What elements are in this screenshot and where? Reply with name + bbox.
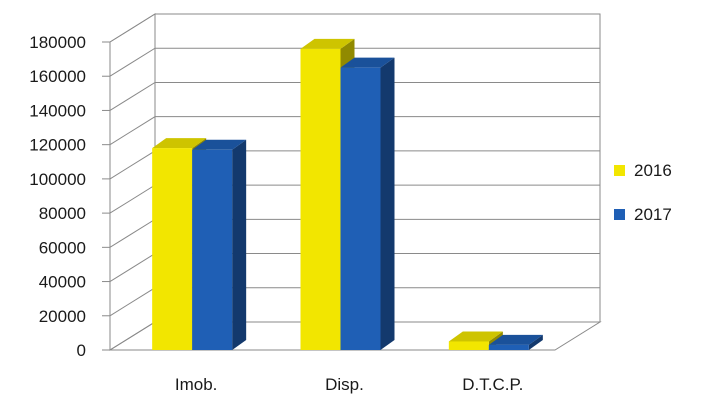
x-category-label: Disp. <box>325 375 364 394</box>
y-tick-label: 180000 <box>29 33 86 52</box>
bar-2017-dtcp <box>488 344 529 350</box>
side-wall <box>109 13 156 351</box>
bar-2016-disp <box>300 48 341 350</box>
x-axis-categories: Imob. Disp. D.T.C.P. <box>175 375 523 394</box>
y-tick-label: 20000 <box>39 307 86 326</box>
legend-swatch <box>614 165 625 176</box>
bar-top <box>488 334 543 345</box>
x-category-label: D.T.C.P. <box>462 375 523 394</box>
y-tick-label: 0 <box>77 341 86 360</box>
gridline <box>109 13 600 43</box>
y-tick-label: 160000 <box>29 67 86 86</box>
gridline <box>109 47 600 77</box>
bar-2016-imob <box>152 148 193 350</box>
bar-top <box>192 139 247 150</box>
bar-side <box>528 334 543 350</box>
bars <box>152 38 543 351</box>
bar-top <box>340 57 395 68</box>
y-axis-ticks: 0 20000 40000 60000 80000 100000 120000 140000 1… <box>29 33 110 360</box>
bar-side <box>380 57 395 351</box>
plot-floor <box>108 321 602 351</box>
legend-label: 2017 <box>634 205 672 224</box>
y-tick-label: 100000 <box>29 170 86 189</box>
bar-2016-dtcp <box>448 341 489 350</box>
bar-top <box>448 331 503 342</box>
bar-top <box>300 38 355 49</box>
bar-side <box>232 139 247 350</box>
gridline <box>109 81 600 111</box>
legend-label: 2016 <box>634 161 672 180</box>
legend-swatch <box>614 209 625 220</box>
bar-2017-disp <box>340 67 381 351</box>
gridline <box>109 116 600 146</box>
y-tick-label: 140000 <box>29 101 86 120</box>
y-tick-label: 120000 <box>29 136 86 155</box>
x-category-label: Imob. <box>175 375 218 394</box>
y-tick-label: 80000 <box>39 204 86 223</box>
bar-2017-imob <box>192 149 233 350</box>
bar-top <box>152 138 207 149</box>
y-tick-label: 40000 <box>39 273 86 292</box>
y-tick-label: 60000 <box>39 238 86 257</box>
floor <box>108 321 602 351</box>
legend: 2016 2017 <box>614 161 672 224</box>
